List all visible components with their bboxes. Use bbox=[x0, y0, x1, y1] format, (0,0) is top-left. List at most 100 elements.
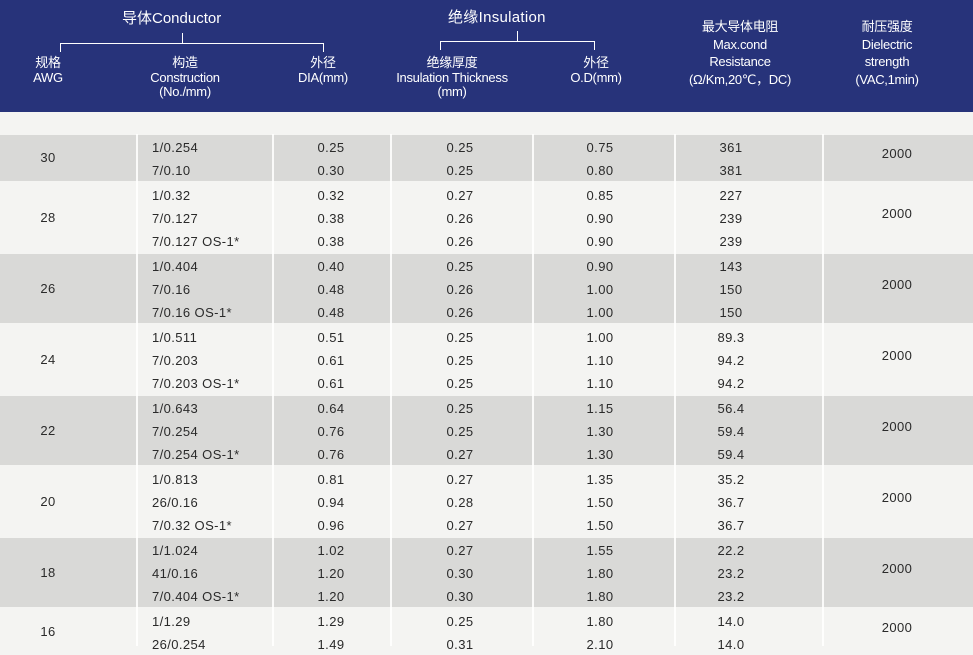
awg-group: 30 2000 1/0.254 0.25 0.25 0.75 361 7/0.10 0.30 0.… bbox=[0, 135, 973, 181]
thickness-cell: 0.25 bbox=[446, 614, 474, 629]
thickness-cell: 0.27 bbox=[446, 188, 474, 203]
construction-cell: 1/1.024 bbox=[152, 543, 199, 558]
insulation-thickness-header-unit: (mm) bbox=[437, 84, 467, 100]
construction-cell: 7/0.10 bbox=[152, 163, 191, 178]
resistance-cell: 143 bbox=[719, 259, 743, 274]
thickness-cell: 0.25 bbox=[446, 259, 474, 274]
od-cell: 0.90 bbox=[586, 211, 614, 226]
resistance-cell: 23.2 bbox=[717, 566, 745, 581]
thickness-cell: 0.25 bbox=[446, 353, 474, 368]
dielectric-header-cn: 耐压强度 bbox=[861, 19, 913, 34]
dielectric-header-unit: (VAC,1min) bbox=[855, 71, 919, 87]
thickness-cell: 0.25 bbox=[446, 330, 474, 345]
construction-header-en: Construction bbox=[150, 69, 220, 85]
thickness-cell: 0.26 bbox=[446, 211, 474, 226]
dia-cell: 1.20 bbox=[317, 589, 345, 604]
column-divider bbox=[822, 134, 824, 646]
dia-cell: 1.20 bbox=[317, 566, 345, 581]
thickness-cell: 0.27 bbox=[446, 472, 474, 487]
od-cell: 1.00 bbox=[586, 330, 614, 345]
dia-cell: 0.61 bbox=[317, 353, 345, 368]
od-cell: 1.50 bbox=[586, 495, 614, 510]
awg-group: 24 2000 1/0.511 0.51 0.25 1.00 89.3 7/0.203 0.61… bbox=[0, 325, 973, 394]
construction-header-unit: (No./mm) bbox=[159, 84, 211, 100]
column-divider bbox=[272, 134, 274, 646]
insulation-group-title: 绝缘Insulation bbox=[448, 9, 546, 26]
resistance-cell: 23.2 bbox=[717, 589, 745, 604]
dielectric-cell: 2000 bbox=[881, 489, 913, 505]
resistance-header-en2: Resistance bbox=[709, 54, 771, 70]
resistance-cell: 36.7 bbox=[717, 518, 745, 533]
resistance-header: 最大导体电阻 Max.cond Resistance (Ω/Km,20℃，DC) bbox=[670, 18, 810, 88]
construction-cell: 26/0.16 bbox=[152, 495, 199, 510]
insulation-bracket bbox=[440, 41, 595, 50]
dielectric-header-en1: Dielectric bbox=[861, 36, 913, 52]
dielectric-cell: 2000 bbox=[881, 347, 913, 363]
dia-cell: 0.30 bbox=[317, 163, 345, 178]
resistance-cell: 239 bbox=[719, 234, 743, 249]
dielectric-header: 耐压强度 Dielectric strength (VAC,1min) bbox=[842, 18, 932, 88]
awg-cell: 22 bbox=[40, 422, 56, 438]
od-header: 外径 O.D(mm) bbox=[560, 55, 632, 85]
construction-cell: 7/0.404 OS-1* bbox=[152, 589, 240, 604]
dielectric-cell: 2000 bbox=[881, 418, 913, 434]
insulation-thickness-header-en: Insulation Thickness bbox=[396, 69, 508, 85]
construction-cell: 1/0.511 bbox=[152, 330, 198, 345]
column-divider bbox=[532, 134, 534, 646]
od-cell: 0.85 bbox=[586, 188, 614, 203]
construction-cell: 41/0.16 bbox=[152, 566, 199, 581]
dia-cell: 0.51 bbox=[317, 330, 345, 345]
construction-cell: 1/1.29 bbox=[152, 614, 191, 629]
od-cell: 1.50 bbox=[586, 518, 614, 533]
thickness-cell: 0.27 bbox=[446, 543, 474, 558]
dia-cell: 0.76 bbox=[317, 447, 345, 462]
awg-header-cn: 规格 bbox=[35, 55, 61, 70]
dia-cell: 0.76 bbox=[317, 424, 345, 439]
construction-cell: 7/0.203 bbox=[152, 353, 199, 368]
dia-cell: 0.40 bbox=[317, 259, 345, 274]
dia-cell: 1.49 bbox=[317, 637, 345, 652]
od-cell: 0.80 bbox=[586, 163, 614, 178]
thickness-cell: 0.25 bbox=[446, 163, 474, 178]
awg-group: 16 2000 1/1.29 1.29 0.25 1.80 14.0 26/0.254 1.49… bbox=[0, 609, 973, 655]
awg-cell: 18 bbox=[40, 564, 56, 580]
construction-cell: 1/0.404 bbox=[152, 259, 199, 274]
od-cell: 1.10 bbox=[586, 353, 614, 368]
dielectric-cell: 2000 bbox=[881, 560, 913, 576]
conductor-bracket-stem bbox=[182, 33, 183, 43]
thickness-cell: 0.28 bbox=[446, 495, 474, 510]
column-divider bbox=[674, 134, 676, 646]
od-cell: 1.10 bbox=[586, 376, 614, 391]
od-cell: 1.80 bbox=[586, 566, 614, 581]
resistance-cell: 381 bbox=[719, 163, 743, 178]
dia-cell: 0.61 bbox=[317, 376, 345, 391]
awg-group: 26 2000 1/0.404 0.40 0.25 0.90 143 7/0.16 0.48 0.… bbox=[0, 254, 973, 323]
construction-cell: 7/0.32 OS-1* bbox=[152, 518, 232, 533]
conductor-bracket bbox=[60, 43, 324, 52]
resistance-cell: 36.7 bbox=[717, 495, 745, 510]
resistance-cell: 22.2 bbox=[717, 543, 745, 558]
thickness-cell: 0.26 bbox=[446, 234, 474, 249]
thickness-cell: 0.26 bbox=[446, 282, 474, 297]
thickness-cell: 0.26 bbox=[446, 305, 474, 320]
od-cell: 1.30 bbox=[586, 447, 614, 462]
resistance-cell: 89.3 bbox=[717, 330, 745, 345]
od-cell: 1.35 bbox=[586, 472, 614, 487]
thickness-cell: 0.27 bbox=[446, 447, 474, 462]
dia-cell: 0.94 bbox=[317, 495, 345, 510]
thickness-cell: 0.30 bbox=[446, 589, 474, 604]
column-divider bbox=[390, 134, 392, 646]
thickness-cell: 0.27 bbox=[446, 518, 474, 533]
resistance-cell: 239 bbox=[719, 211, 743, 226]
dia-cell: 0.64 bbox=[317, 401, 345, 416]
resistance-cell: 94.2 bbox=[717, 353, 745, 368]
awg-group: 28 2000 1/0.32 0.32 0.27 0.85 227 7/0.127 0.38 0.… bbox=[0, 183, 973, 252]
construction-cell: 1/0.254 bbox=[152, 140, 199, 155]
od-cell: 0.90 bbox=[586, 259, 614, 274]
dielectric-cell: 2000 bbox=[881, 146, 913, 161]
od-cell: 1.00 bbox=[586, 305, 614, 320]
resistance-cell: 14.0 bbox=[717, 637, 745, 652]
awg-cell: 26 bbox=[40, 280, 56, 296]
thickness-cell: 0.30 bbox=[446, 566, 474, 581]
dia-header: 外径 DIA(mm) bbox=[288, 55, 358, 85]
